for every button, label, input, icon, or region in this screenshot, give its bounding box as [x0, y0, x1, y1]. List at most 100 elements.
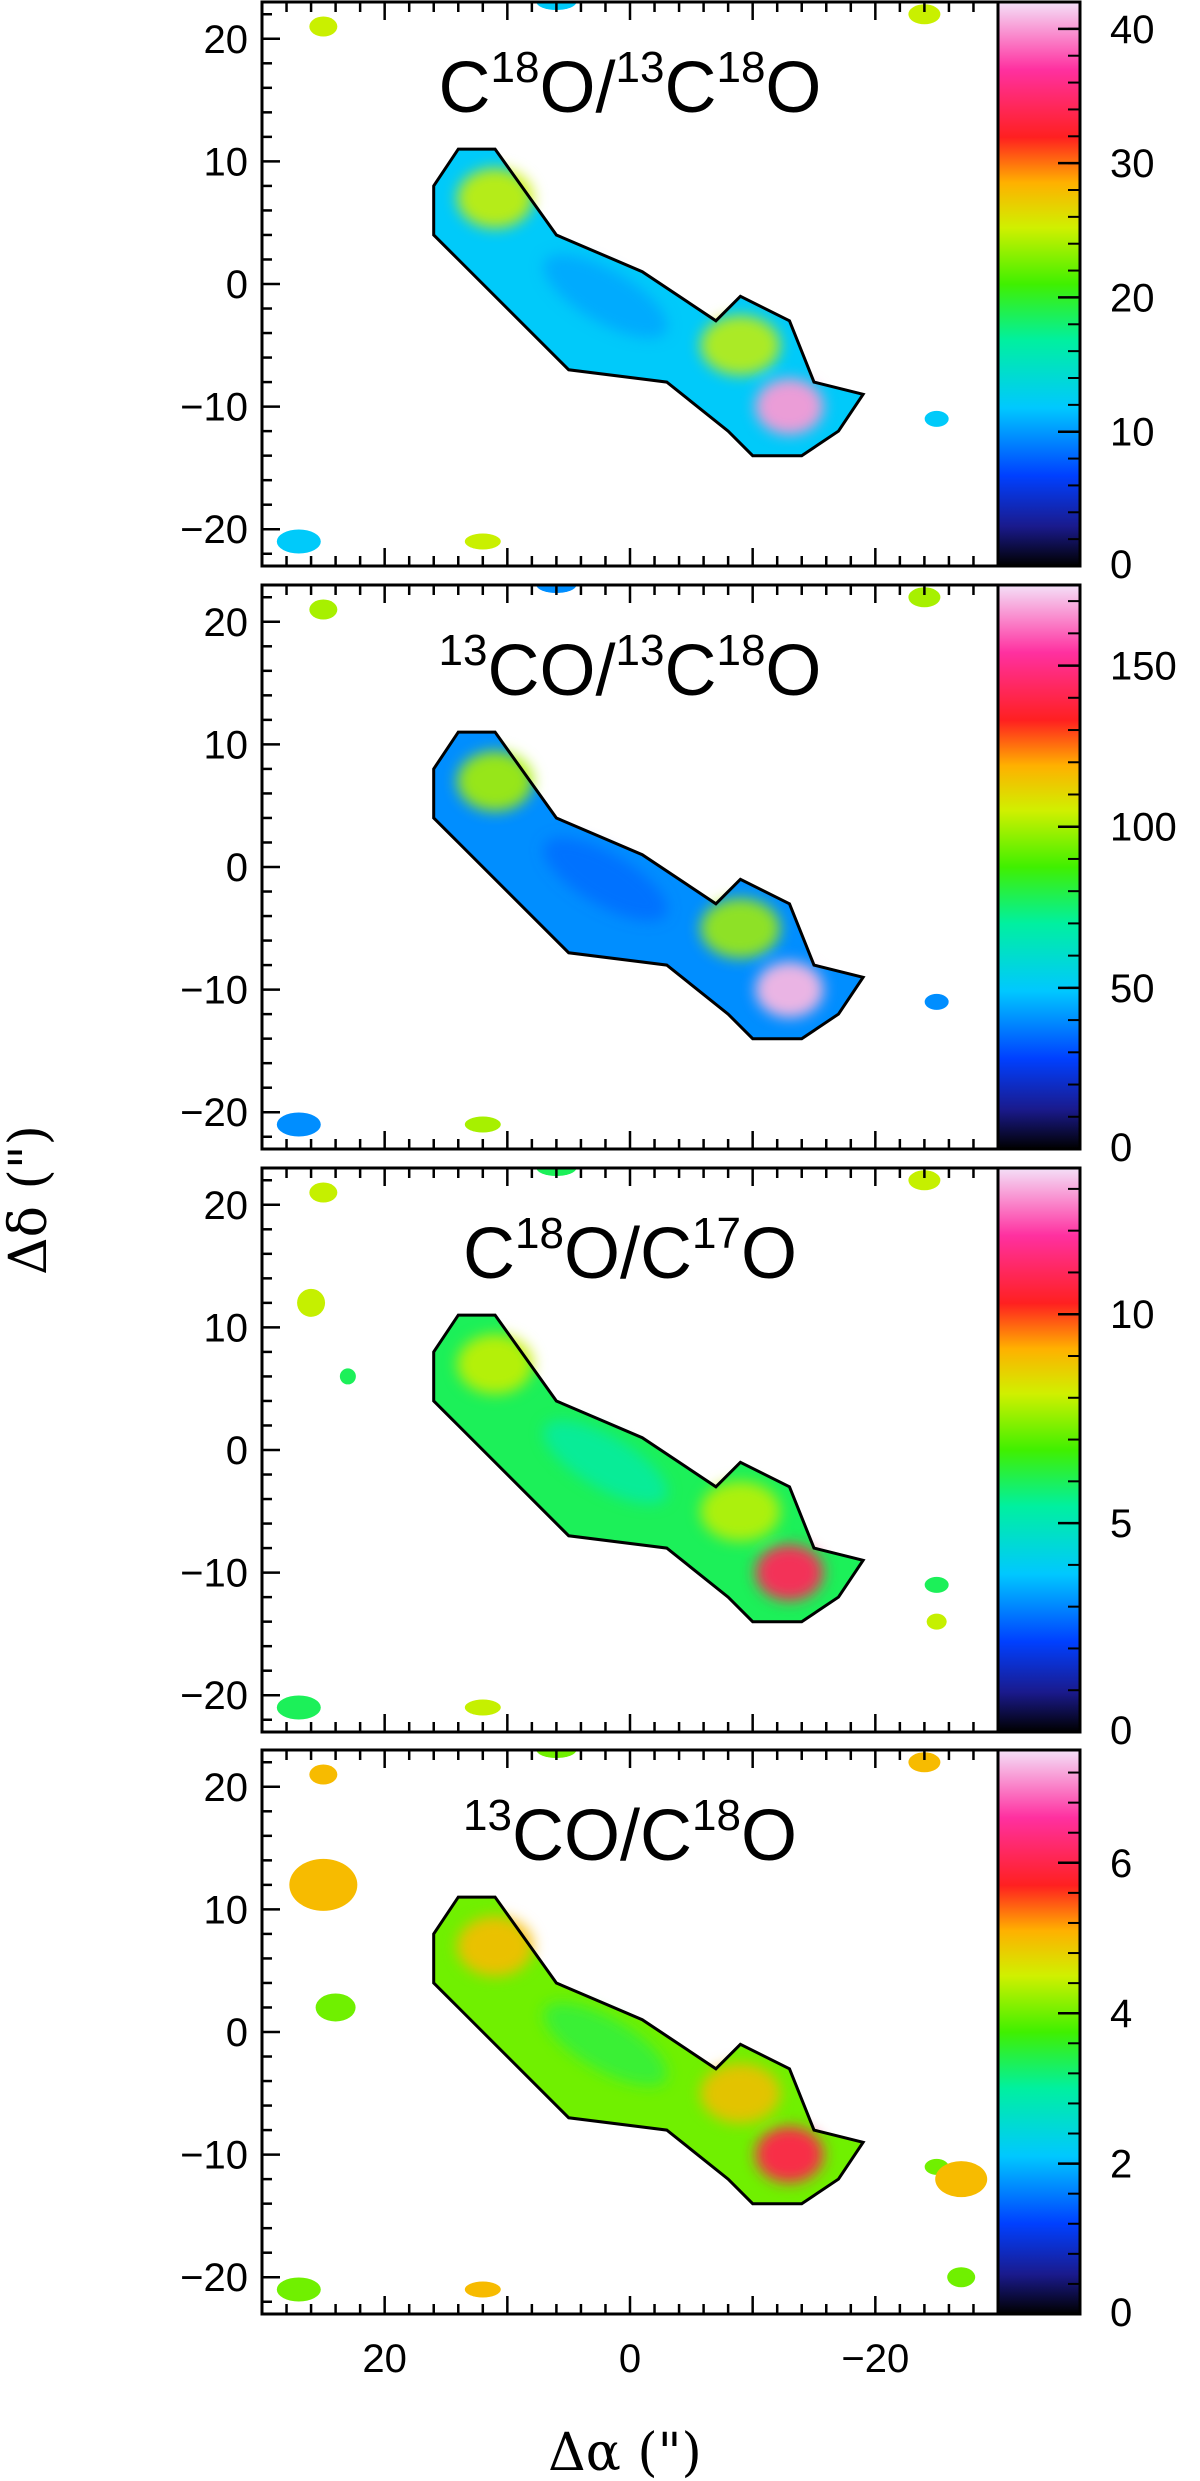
colorbar-1: 40 30 20 10 0	[996, 0, 1155, 587]
colorbar-tick-label: 150	[1110, 645, 1177, 689]
y-tick-label: −20	[180, 1091, 248, 1135]
y-tick-label: 10	[204, 140, 249, 184]
colorbar-gradient	[996, 1166, 1082, 1734]
edge-patch	[464, 533, 501, 550]
ridge-contour	[432, 1313, 866, 1624]
panel-title: C18O/C17O	[463, 1209, 797, 1294]
ridge-core	[543, 837, 668, 921]
x-tick-label: 20	[362, 2337, 407, 2381]
colorbar-2: 150 100 50 0	[996, 583, 1177, 1170]
colorbar-tick-label: 0	[1110, 543, 1132, 587]
x-tick-label: 0	[619, 2337, 641, 2381]
heatmap-area-4	[276, 1750, 988, 2302]
edge-patch	[464, 1116, 501, 1133]
ridge-end-ne	[457, 1334, 534, 1395]
ridge-core	[543, 2002, 668, 2086]
ridge-end-ne	[457, 1916, 534, 1977]
colorbar-4: 6 4 2 0	[996, 1748, 1132, 2335]
panel-title: 13CO/13C18O	[439, 626, 822, 711]
edge-patch	[926, 1613, 947, 1630]
y-tick-label: 0	[226, 263, 248, 307]
edge-patch	[276, 1695, 321, 1720]
edge-patch	[924, 1576, 949, 1593]
edge-patch	[464, 2281, 501, 2298]
colorbar-tick-label: 40	[1110, 8, 1155, 52]
ridge-contour	[432, 730, 866, 1041]
panel-title: C18O/13C18O	[439, 43, 822, 128]
colorbar-gradient	[996, 583, 1082, 1151]
heatmap-area-3	[276, 1168, 949, 1720]
colorbar-tick-label: 10	[1110, 1293, 1155, 1337]
ridge-contour	[432, 147, 866, 458]
ridge-end-sw	[755, 961, 824, 1018]
ridge-end-sw	[755, 1544, 824, 1601]
y-tick-label: −20	[180, 1674, 248, 1718]
y-axis-title: Δδ (")	[0, 1125, 59, 1275]
edge-patch	[309, 16, 338, 37]
y-tick-label: −10	[180, 2134, 248, 2178]
panel-title: 13CO/C18O	[463, 1791, 797, 1876]
colorbar-tick-label: 0	[1110, 1126, 1132, 1170]
ridge-end-sw	[755, 378, 824, 435]
y-tick-label: −20	[180, 2256, 248, 2300]
colorbar-tick-label: 4	[1110, 1992, 1132, 2036]
y-tick-label: 10	[204, 1306, 249, 1350]
colorbar-tick-label: 0	[1110, 2291, 1132, 2335]
ridge-core	[543, 254, 668, 338]
colorbar-tick-label: 100	[1110, 806, 1177, 850]
ridge-end-ne	[457, 168, 534, 229]
edge-patch	[309, 599, 338, 620]
y-tick-label: −20	[180, 508, 248, 552]
edge-patch	[339, 1368, 356, 1385]
y-tick-label: 20	[204, 1184, 249, 1228]
colorbar-tick-label: 50	[1110, 967, 1155, 1011]
x-axis-title: Δα (")	[548, 2423, 702, 2481]
edge-patch	[924, 410, 949, 427]
edge-patch	[297, 1288, 326, 1317]
colorbar-gradient	[996, 1748, 1082, 2316]
heatmap-area-2	[276, 585, 949, 1137]
edge-patch	[464, 1699, 501, 1716]
colorbar-tick-label: 2	[1110, 2143, 1132, 2187]
ridge-knot	[700, 898, 781, 959]
edge-patch	[908, 1170, 941, 1191]
colorbar-tick-label: 20	[1110, 276, 1155, 320]
edge-patch	[908, 1752, 941, 1773]
y-tick-label: 0	[226, 2011, 248, 2055]
colorbar-gradient	[996, 0, 1082, 568]
y-tick-label: 20	[204, 601, 249, 645]
edge-patch	[908, 587, 941, 608]
ridge-end-sw	[755, 2126, 824, 2183]
y-tick-label: 10	[204, 1888, 249, 1932]
edge-patch	[908, 4, 941, 25]
edge-patch	[276, 529, 321, 554]
ridge-end-ne	[457, 751, 534, 812]
colorbar-3: 10 5 0	[996, 1166, 1155, 1753]
ridge-knot	[700, 2063, 781, 2124]
ridge-contour	[432, 1895, 866, 2206]
x-tick-label: −20	[841, 2337, 909, 2381]
y-tick-label: 0	[226, 846, 248, 890]
ridge-core	[543, 1420, 668, 1504]
ridge-knot	[700, 315, 781, 376]
colorbar-tick-label: 6	[1110, 1842, 1132, 1886]
colorbar-tick-label: 5	[1110, 1502, 1132, 1546]
heatmap-area-1	[276, 2, 949, 554]
edge-patch	[309, 1764, 338, 1785]
y-tick-label: −10	[180, 969, 248, 1013]
edge-patch	[309, 1182, 338, 1203]
y-tick-label: 20	[204, 1766, 249, 1810]
edge-patch	[289, 1858, 358, 1911]
edge-patch	[935, 2161, 988, 2198]
y-tick-label: 10	[204, 723, 249, 767]
edge-patch	[315, 1993, 356, 2022]
edge-patch	[276, 1112, 321, 1137]
y-tick-label: −10	[180, 1552, 248, 1596]
ratio-map-panel-3: 20 10 0 −10 −20 10 5 0 C18O/C17O	[180, 1166, 1155, 1753]
ratio-map-panel-1: 20 10 0 −10 −20 40 30 20 10 0 C18O/13C18O	[180, 0, 1155, 587]
edge-patch	[924, 993, 949, 1010]
colorbar-tick-label: 30	[1110, 142, 1155, 186]
